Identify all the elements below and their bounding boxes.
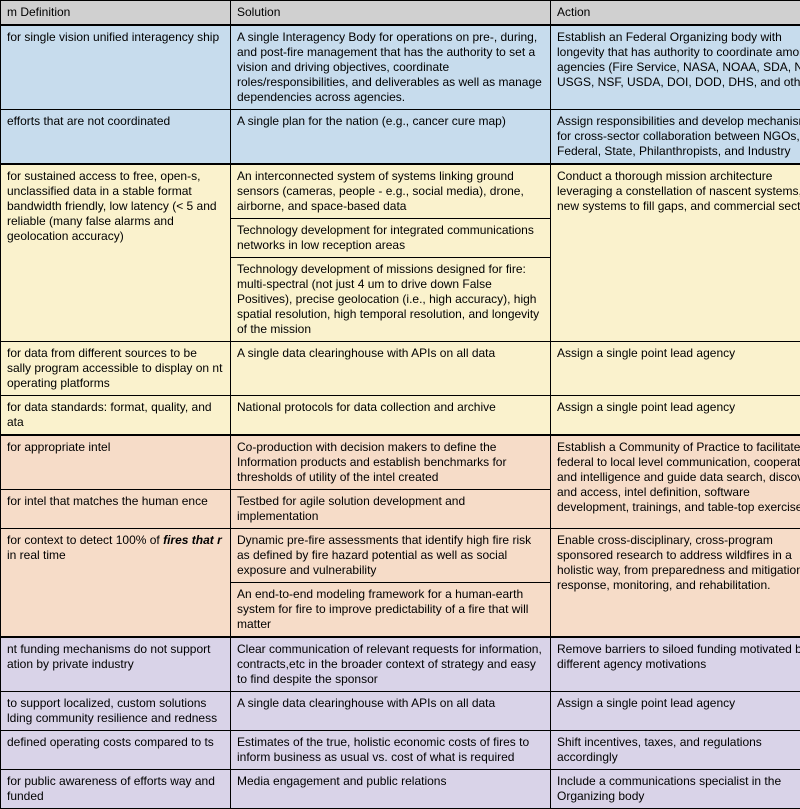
- cell-definition: for single vision unified interagency sh…: [1, 25, 231, 110]
- cell-definition: nt funding mechanisms do not support ati…: [1, 637, 231, 692]
- cell-solution: An interconnected system of systems link…: [231, 164, 551, 219]
- cell-solution: A single data clearinghouse with APIs on…: [231, 692, 551, 731]
- cell-action: Conduct a thorough mission architecture …: [551, 164, 800, 342]
- cell-action: Assign a single point lead agency: [551, 342, 800, 396]
- header-c3: Action: [551, 1, 800, 26]
- table-row: for single vision unified interagency sh…: [1, 25, 800, 110]
- cell-solution: Media engagement and public relations: [231, 770, 551, 809]
- cell-solution: National protocols for data collection a…: [231, 396, 551, 436]
- cell-action: Establish an Federal Organizing body wit…: [551, 25, 800, 110]
- cell-action: Remove barriers to siloed funding motiva…: [551, 637, 800, 692]
- cell-definition: efforts that are not coordinated: [1, 110, 231, 165]
- table-body: for single vision unified interagency sh…: [1, 25, 800, 809]
- table-row: for data standards: format, quality, and…: [1, 396, 800, 436]
- cell-solution: Dynamic pre-fire assessments that identi…: [231, 529, 551, 583]
- cell-solution: A single data clearinghouse with APIs on…: [231, 342, 551, 396]
- cell-solution: Estimates of the true, holistic economic…: [231, 731, 551, 770]
- cell-definition: for context to detect 100% of fires that…: [1, 529, 231, 638]
- cell-action: Assign responsibilities and develop mech…: [551, 110, 800, 165]
- cell-action: Shift incentives, taxes, and regulations…: [551, 731, 800, 770]
- table-row: for context to detect 100% of fires that…: [1, 529, 800, 583]
- cell-definition: for data standards: format, quality, and…: [1, 396, 231, 436]
- cell-action: Include a communications specialist in t…: [551, 770, 800, 809]
- cell-definition: defined operating costs compared to ts: [1, 731, 231, 770]
- cell-action: Enable cross-disciplinary, cross-program…: [551, 529, 800, 638]
- header-c2: Solution: [231, 1, 551, 26]
- header-row: m Definition Solution Action: [1, 1, 800, 26]
- cell-solution: A single Interagency Body for operations…: [231, 25, 551, 110]
- table-row: defined operating costs compared to tsEs…: [1, 731, 800, 770]
- cell-definition: to support localized, custom solutions l…: [1, 692, 231, 731]
- table-row: for sustained access to free, open-s, un…: [1, 164, 800, 219]
- table-row: for public awareness of efforts way and …: [1, 770, 800, 809]
- table-row: to support localized, custom solutions l…: [1, 692, 800, 731]
- cell-solution: An end-to-end modeling framework for a h…: [231, 583, 551, 638]
- cell-solution: Testbed for agile solution development a…: [231, 490, 551, 529]
- cell-solution: Clear communication of relevant requests…: [231, 637, 551, 692]
- table-row: for appropriate intelCo-production with …: [1, 435, 800, 490]
- cell-definition: for intel that matches the human ence: [1, 490, 231, 529]
- cell-action: Assign a single point lead agency: [551, 396, 800, 436]
- cell-solution: Co-production with decision makers to de…: [231, 435, 551, 490]
- cell-action: Establish a Community of Practice to fac…: [551, 435, 800, 529]
- cell-definition: for sustained access to free, open-s, un…: [1, 164, 231, 342]
- cell-solution: Technology development of missions desig…: [231, 258, 551, 342]
- header-c1: m Definition: [1, 1, 231, 26]
- table-row: efforts that are not coordinatedA single…: [1, 110, 800, 165]
- main-table: m Definition Solution Action for single …: [0, 0, 800, 809]
- cell-definition: for data from different sources to be sa…: [1, 342, 231, 396]
- table-row: nt funding mechanisms do not support ati…: [1, 637, 800, 692]
- cell-solution: A single plan for the nation (e.g., canc…: [231, 110, 551, 165]
- cell-definition: for appropriate intel: [1, 435, 231, 490]
- cell-definition: for public awareness of efforts way and …: [1, 770, 231, 809]
- cell-solution: Technology development for integrated co…: [231, 219, 551, 258]
- table-row: for data from different sources to be sa…: [1, 342, 800, 396]
- cell-action: Assign a single point lead agency: [551, 692, 800, 731]
